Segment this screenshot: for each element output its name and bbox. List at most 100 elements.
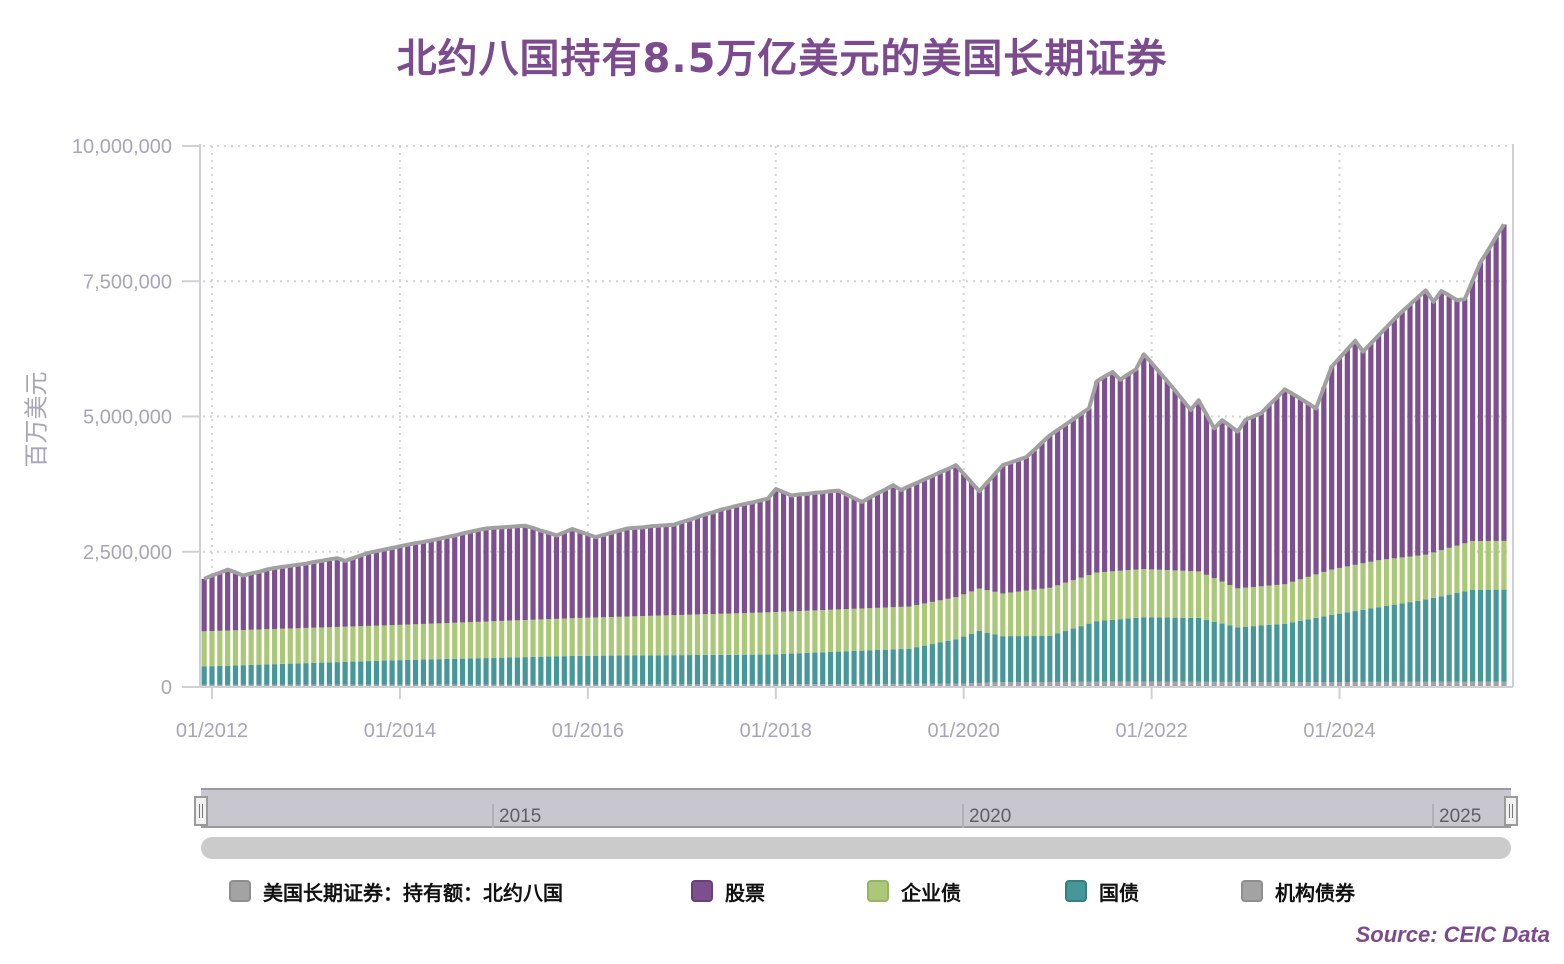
- legend-item-corporate[interactable]: 企业债: [867, 876, 961, 906]
- bar-corporate: [655, 615, 661, 656]
- bar-treasury: [506, 657, 513, 685]
- bar-agency: [569, 684, 575, 687]
- bar-agency: [538, 684, 544, 687]
- bar-corporate: [1258, 586, 1264, 626]
- bar-treasury: [1219, 623, 1225, 682]
- bar-treasury: [1391, 604, 1397, 682]
- bar-treasury: [1164, 617, 1170, 682]
- range-navigator[interactable]: 2015 2020 2025: [201, 788, 1511, 828]
- bar-agency: [1203, 681, 1210, 687]
- bar-agency: [992, 682, 998, 687]
- bar-corporate: [968, 591, 975, 634]
- bar-corporate: [405, 624, 411, 660]
- bar-treasury: [874, 650, 881, 684]
- bar-treasury: [968, 633, 975, 684]
- bar-agency: [804, 684, 810, 687]
- bar-treasury: [1470, 589, 1476, 682]
- bar-equity: [1258, 413, 1264, 587]
- bar-equity: [514, 526, 520, 621]
- bar-treasury: [1485, 589, 1491, 682]
- stacked-bar-chart: 0 2,500,000 5,000,000 7,500,000 10,000,000 0…: [72, 136, 1514, 742]
- bar-corporate: [1039, 588, 1045, 636]
- navigator-left-handle[interactable]: [194, 796, 208, 826]
- legend-item-agency[interactable]: 机构债券: [1241, 876, 1355, 906]
- bar-agency: [1242, 681, 1249, 687]
- bar-agency: [882, 683, 888, 687]
- bar-agency: [780, 684, 787, 687]
- bar-treasury: [436, 659, 442, 685]
- legend-item-equity[interactable]: 股票: [691, 876, 765, 906]
- x-tick-label: 01/2014: [364, 720, 436, 742]
- bar-corporate: [1493, 540, 1499, 590]
- bar-corporate: [1195, 571, 1202, 618]
- y-tick-label: 5,000,000: [83, 407, 172, 429]
- bar-agency: [890, 683, 896, 687]
- bar-treasury: [553, 656, 560, 685]
- bar-agency: [334, 684, 340, 687]
- bar-treasury: [366, 661, 372, 685]
- bar-treasury: [452, 658, 458, 685]
- bar-agency: [835, 684, 841, 687]
- bar-corporate: [1055, 585, 1061, 634]
- legend-item-treasury[interactable]: 国债: [1065, 876, 1139, 906]
- bar-equity: [1195, 400, 1202, 572]
- bar-treasury: [1094, 621, 1100, 682]
- bar-agency: [326, 684, 333, 687]
- bar-corporate: [569, 618, 575, 656]
- bar-treasury: [687, 655, 693, 685]
- bar-equity: [522, 525, 528, 621]
- bar-treasury: [1376, 607, 1382, 682]
- bar-agency: [702, 684, 708, 687]
- bar-treasury: [827, 651, 834, 685]
- bar-agency: [389, 684, 395, 687]
- bar-treasury: [475, 658, 481, 685]
- bar-corporate: [1211, 578, 1217, 622]
- bar-corporate: [788, 611, 795, 654]
- bar-corporate: [1156, 569, 1163, 618]
- bar-treasury: [741, 654, 748, 685]
- bar-treasury: [608, 655, 614, 685]
- navigator-right-handle[interactable]: [1504, 796, 1518, 826]
- bar-corporate: [593, 617, 599, 656]
- bar-treasury: [1344, 612, 1350, 682]
- navigator-scrollbar[interactable]: [201, 837, 1511, 859]
- bar-equity: [600, 534, 607, 618]
- bar-agency: [929, 683, 935, 687]
- bar-treasury: [201, 666, 207, 685]
- bar-equity: [882, 489, 888, 608]
- bar-equity: [1344, 349, 1350, 567]
- bar-equity: [1407, 304, 1413, 557]
- bar-treasury: [1008, 636, 1014, 683]
- bar-equity: [405, 544, 411, 625]
- bar-equity: [373, 551, 380, 626]
- y-tick-label: 2,500,000: [83, 542, 172, 564]
- legend-item-total[interactable]: 美国长期证券：持有额：北约八国: [229, 876, 563, 906]
- bar-treasury: [1156, 617, 1163, 682]
- x-tick-label: 01/2018: [740, 720, 812, 742]
- bar-equity: [342, 560, 348, 627]
- bar-equity: [1141, 354, 1147, 570]
- bar-corporate: [1305, 576, 1311, 620]
- bar-equity: [1501, 224, 1507, 541]
- bar-equity: [1329, 366, 1335, 570]
- bar-corporate: [1391, 558, 1397, 605]
- bar-treasury: [1352, 611, 1358, 682]
- bar-agency: [1133, 681, 1139, 687]
- bar-treasury: [1446, 594, 1452, 682]
- bar-agency: [475, 684, 481, 687]
- bar-agency: [945, 683, 951, 687]
- bar-corporate: [491, 621, 497, 658]
- bar-equity: [264, 569, 270, 630]
- bar-agency: [1321, 682, 1327, 687]
- bar-agency: [1188, 681, 1194, 687]
- bar-equity: [303, 563, 309, 628]
- bar-treasury: [1250, 626, 1256, 683]
- bar-equity: [687, 519, 693, 615]
- bar-corporate: [397, 624, 403, 661]
- bar-equity: [256, 571, 262, 630]
- chart-title: 北约八国持有8.5万亿美元的美国长期证券: [396, 36, 1168, 82]
- bar-corporate: [812, 610, 818, 653]
- bar-equity: [506, 526, 513, 621]
- bar-corporate: [749, 612, 755, 655]
- bar-agency: [225, 684, 231, 687]
